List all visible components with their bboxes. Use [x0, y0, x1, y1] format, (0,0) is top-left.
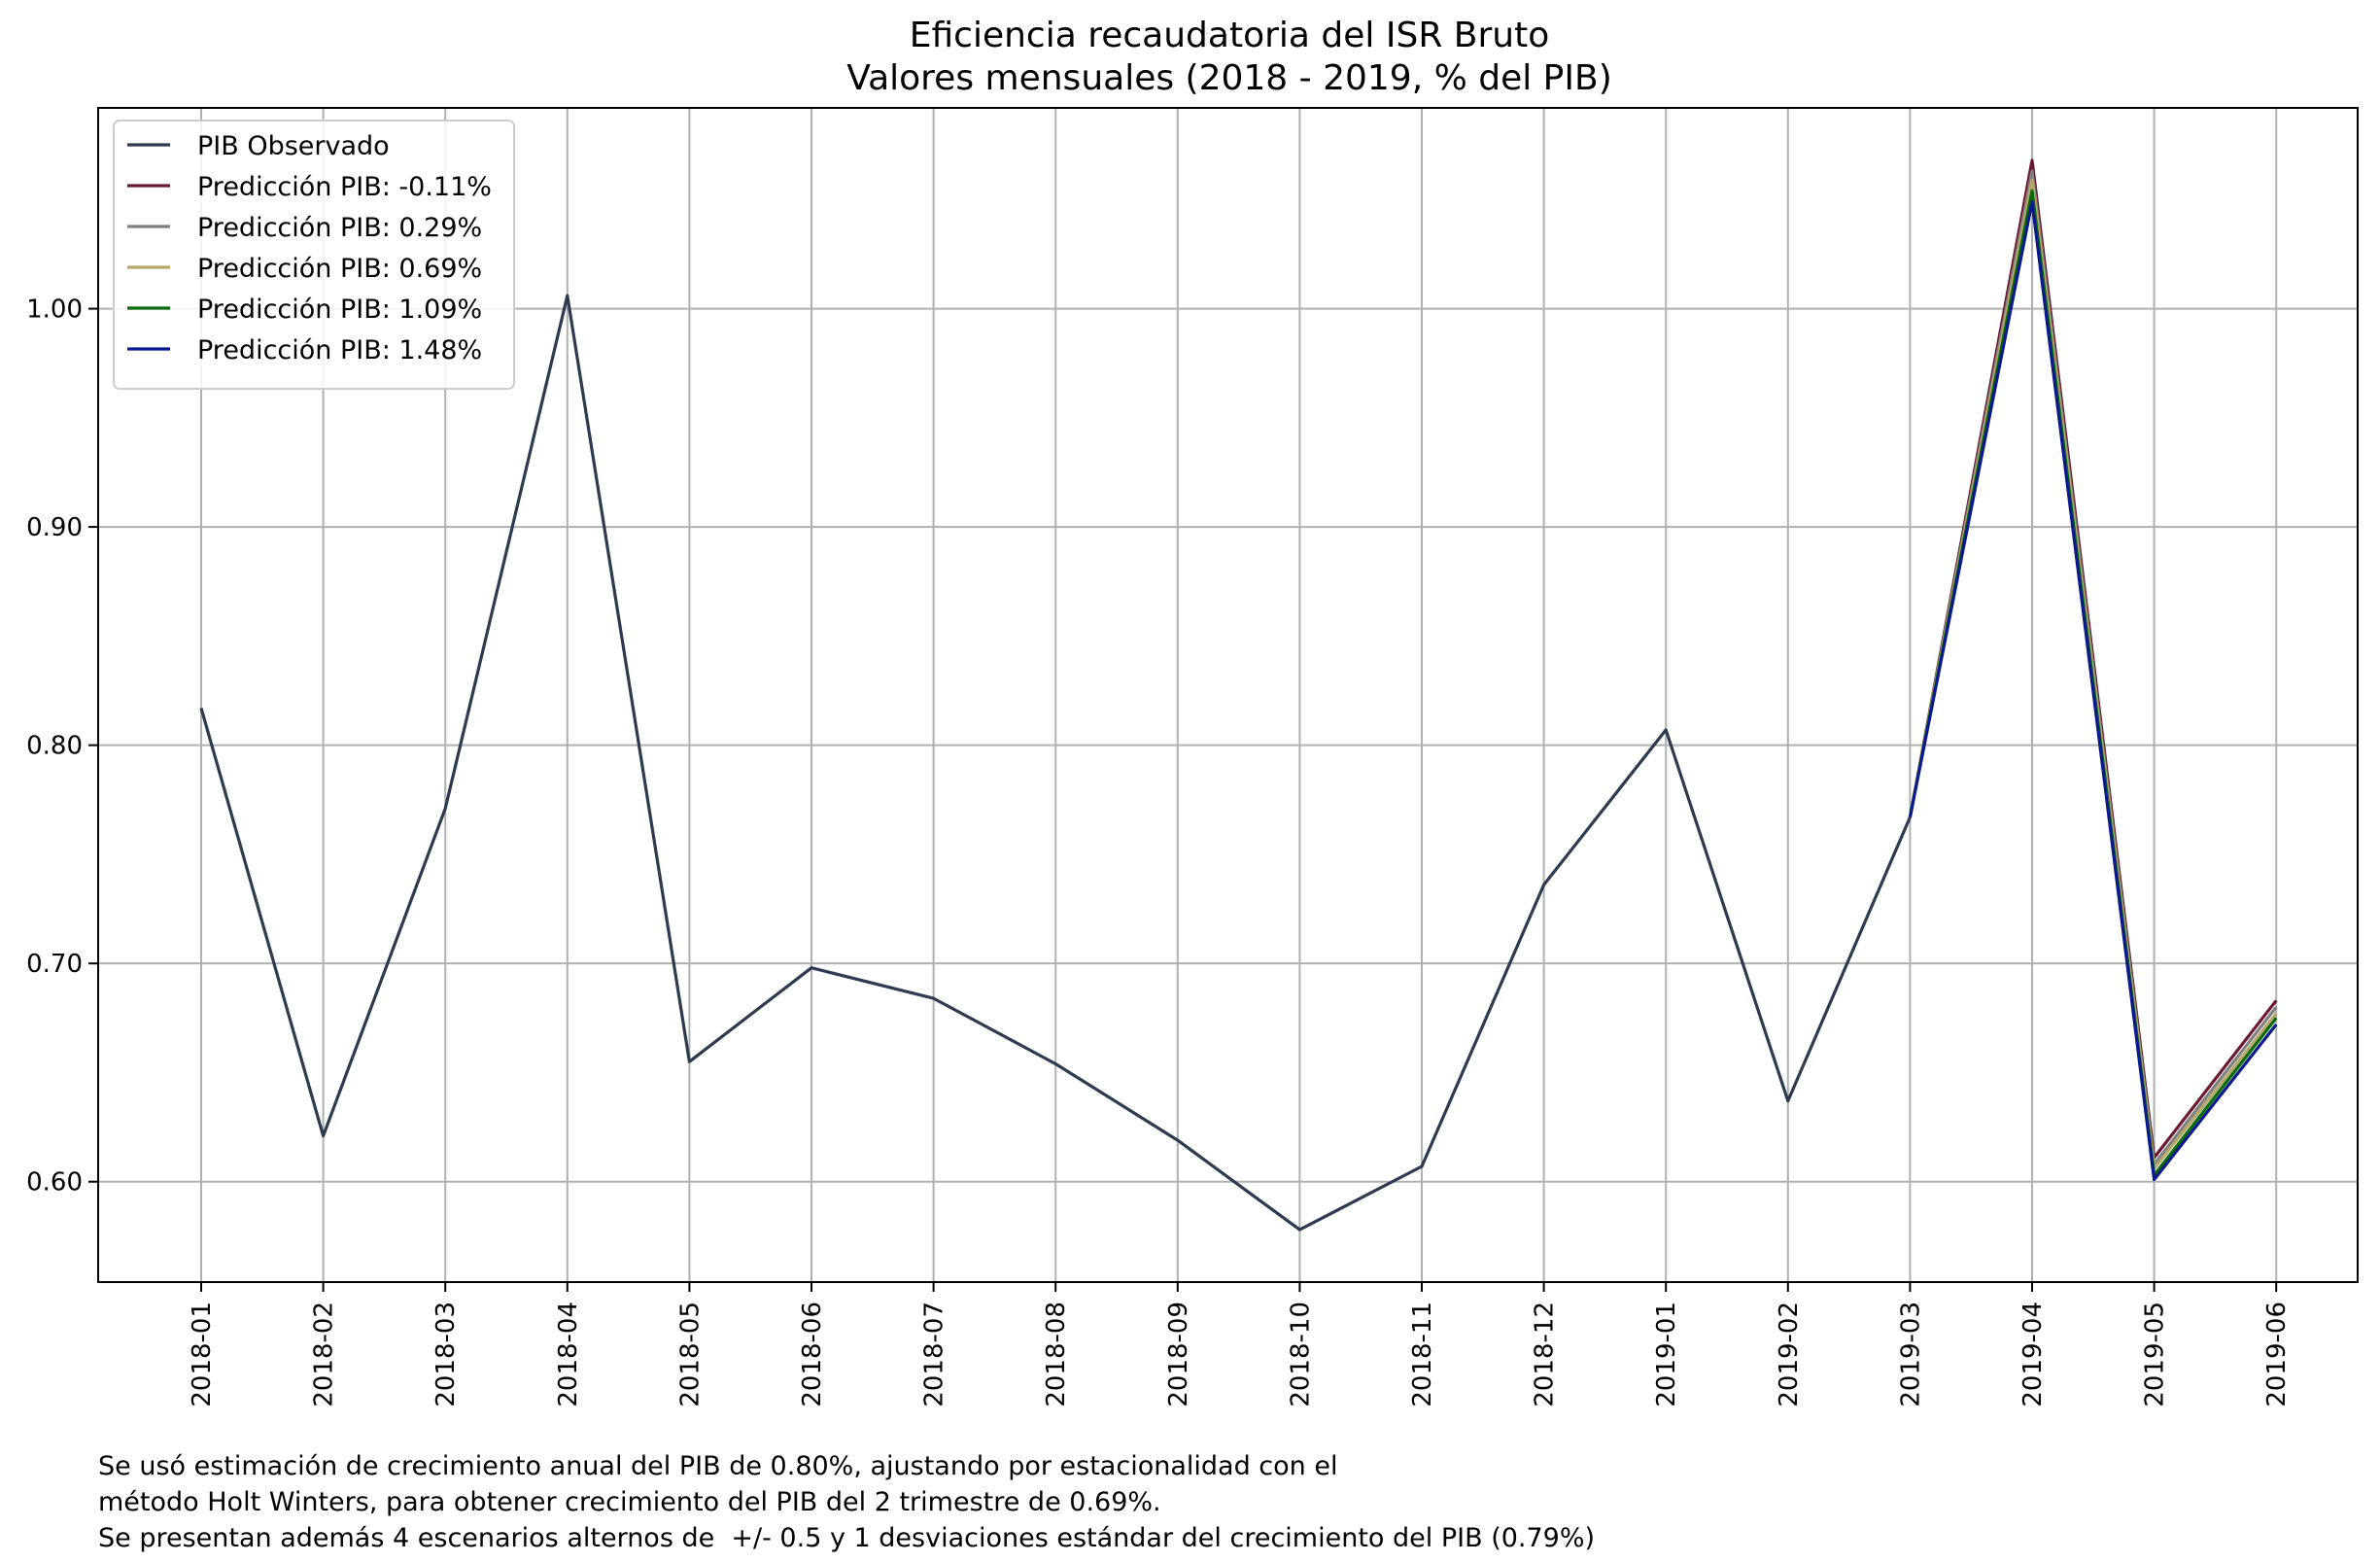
y-tick-label: 0.80: [26, 732, 83, 761]
x-axis: 2018-01 2018-02 2018-03 2018-04 2018-05 2018-…: [188, 1282, 2292, 1407]
legend-label: Predicción PIB: 1.48%: [197, 335, 482, 365]
y-tick-label: 0.90: [26, 513, 83, 542]
y-tick-label: 0.60: [26, 1168, 83, 1198]
y-axis: 0.60 0.70 0.80 0.90 1.00: [26, 295, 98, 1198]
x-tick-label: 2018-04: [554, 1302, 583, 1407]
y-tick-label: 1.00: [26, 295, 83, 325]
x-tick-label: 2018-07: [920, 1302, 949, 1407]
legend: PIB Observado Predicción PIB: -0.11% Predi…: [113, 120, 515, 390]
chart-title: Eficiencia recaudatoria del ISR Bruto: [910, 16, 1550, 55]
x-tick-label: 2019-03: [1896, 1302, 1925, 1407]
legend-label: Predicción PIB: 0.69%: [197, 254, 482, 284]
series-lines: [199, 158, 2278, 1232]
x-tick-label: 2018-08: [1042, 1302, 1071, 1407]
x-tick-label: 2018-01: [188, 1302, 217, 1407]
legend-box: [113, 120, 515, 390]
legend-label: Predicción PIB: -0.11%: [197, 172, 492, 202]
legend-label: PIB Observado: [197, 131, 390, 161]
y-tick-label: 0.70: [26, 950, 83, 979]
x-tick-label: 2018-06: [798, 1302, 827, 1407]
x-tick-label: 2018-02: [310, 1302, 339, 1407]
x-tick-label: 2019-06: [2262, 1302, 2292, 1407]
x-tick-label: 2018-12: [1531, 1302, 1560, 1407]
grid-lines: [98, 108, 2358, 1282]
plot-frame: [97, 107, 2359, 1283]
legend-label: Predicción PIB: 0.29%: [197, 213, 482, 243]
footnote-line-1: Se usó estimación de crecimiento anual d…: [98, 1451, 1338, 1481]
x-tick-label: 2019-01: [1652, 1302, 1681, 1407]
x-tick-label: 2018-11: [1408, 1302, 1437, 1407]
legend-label: Predicción PIB: 1.09%: [197, 295, 482, 325]
x-tick-label: 2019-05: [2141, 1302, 2170, 1407]
x-tick-label: 2019-02: [1775, 1302, 1804, 1407]
x-tick-label: 2018-09: [1164, 1302, 1193, 1407]
chart-subtitle: Valores mensuales (2018 - 2019, % del PI…: [846, 58, 1612, 98]
x-tick-label: 2019-04: [2018, 1302, 2048, 1407]
footnote-line-2: método Holt Winters, para obtener crecim…: [98, 1487, 1161, 1517]
footnote-line-3: Se presentan además 4 escenarios alterno…: [98, 1523, 1596, 1553]
x-tick-label: 2018-03: [431, 1302, 461, 1407]
x-tick-label: 2018-05: [675, 1302, 705, 1407]
footnote: Se usó estimación de crecimiento anual d…: [98, 1448, 1595, 1556]
series-line-0: [199, 294, 1912, 1232]
series-line-5: [1908, 200, 2278, 1182]
x-tick-label: 2018-10: [1286, 1302, 1315, 1407]
